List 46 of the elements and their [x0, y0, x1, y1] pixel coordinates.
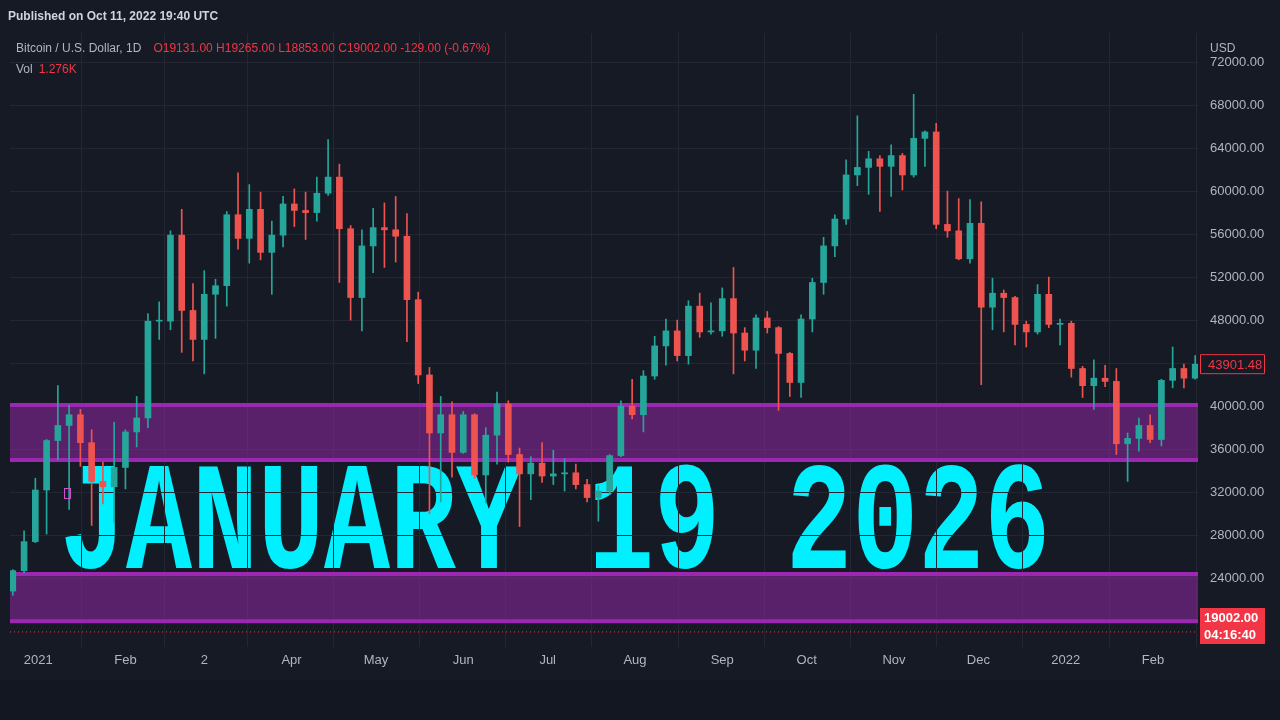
x-tick-label: 2022 [1051, 652, 1081, 668]
y-tick-label: 68000.00 [1210, 96, 1265, 112]
candlestick [54, 385, 62, 461]
x-tick-label: Aug [623, 652, 647, 668]
annotation: 1.276K [38, 62, 77, 76]
annotation: Vol [16, 62, 33, 76]
candlestick [155, 301, 163, 340]
annotation: JANUARY 19 2026 [60, 439, 1051, 615]
y-tick-label: 52000.00 [1210, 268, 1265, 284]
x-tick-label: Apr [281, 652, 303, 668]
y-tick-label: 56000.00 [1210, 225, 1265, 241]
y-tick-label: 48000.00 [1210, 311, 1265, 327]
x-tick-label: Sep [710, 652, 734, 668]
text: Published on Oct 11, 2022 19:40 UTC [8, 9, 219, 24]
x-tick-label: 2021 [23, 652, 53, 668]
candlestick [392, 196, 400, 263]
candlestick [876, 155, 884, 212]
text: 43901.48 [1208, 356, 1263, 372]
x-tick-label: Dec [966, 652, 991, 668]
candlestick [1056, 318, 1064, 346]
x-tick-label: May [363, 652, 389, 668]
y-tick-label: 72000.00 [1210, 53, 1265, 69]
y-tick-label: 40000.00 [1210, 397, 1265, 413]
x-tick-label: Feb [1141, 652, 1165, 668]
y-tick-label: 28000.00 [1210, 526, 1265, 542]
y-tick-label: 32000.00 [1210, 483, 1265, 499]
x-tick-label: 2 [200, 652, 208, 668]
candlestick [268, 220, 276, 295]
y-axis-title: USD [1210, 41, 1236, 56]
x-tick-label: Nov [882, 652, 907, 668]
x-tick-label: Jul [539, 652, 557, 668]
y-tick-label: 36000.00 [1210, 440, 1265, 456]
text: 04:16:40 [1204, 626, 1257, 642]
candlestick [887, 144, 895, 197]
text: Bitcoin / U.S. Dollar, 1D [16, 41, 142, 55]
y-tick-label: 64000.00 [1210, 139, 1265, 155]
x-tick-label: Jun [452, 652, 474, 668]
x-tick-label: Oct [796, 652, 818, 668]
candlestick [1101, 364, 1109, 388]
candlestick [527, 456, 535, 501]
candlestick [1000, 289, 1008, 333]
y-tick-label: 60000.00 [1210, 182, 1265, 198]
ref-line-label: 19002.00 [1204, 609, 1259, 625]
x-tick-label: Feb [114, 652, 137, 668]
y-tick-label: 24000.00 [1210, 569, 1265, 585]
text: O19131.00 H19265.00 L18853.00 C19002.00 -129.00 (-0.67%) [153, 41, 491, 55]
